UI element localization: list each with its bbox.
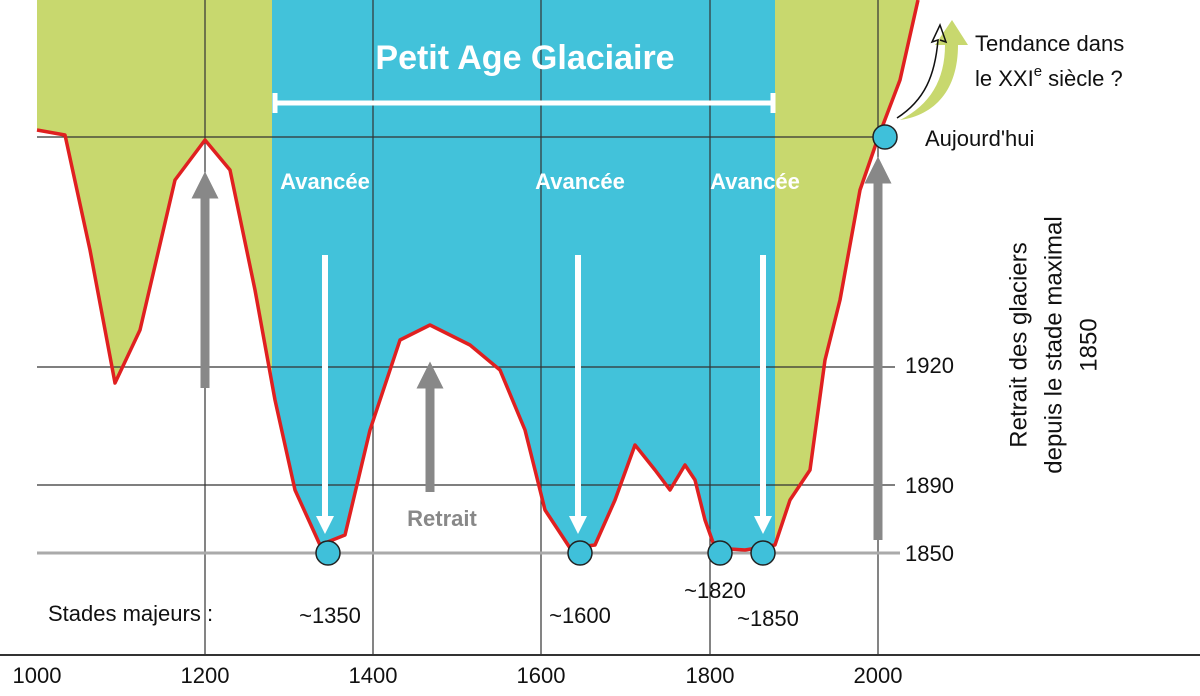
stage-label: ~1850 (737, 606, 799, 631)
x-label: 1400 (349, 663, 398, 688)
trend-label: le XXIe siècle ? (975, 63, 1123, 91)
advance-label: Avancée (710, 169, 800, 194)
advance-arrows (316, 255, 772, 534)
today-dot (872, 124, 898, 150)
x-label: 1800 (686, 663, 735, 688)
grid (37, 0, 895, 655)
stage-dot (315, 540, 341, 566)
y-label: 1920 (905, 353, 954, 378)
stage-dot (750, 540, 776, 566)
advance-label: Avancée (535, 169, 625, 194)
y-label: 1850 (905, 541, 954, 566)
title: Petit Age Glaciaire (375, 39, 674, 77)
stage-dot (707, 540, 733, 566)
y-axis-label-line: 1850 (1075, 318, 1102, 371)
x-label: 1000 (13, 663, 62, 688)
trend-text: le XXI (975, 66, 1034, 91)
y-label: 1890 (905, 473, 954, 498)
y-axis-label-line: depuis le stade maximal (1040, 216, 1067, 473)
y-axis-label-line: Retrait des glaciers (1005, 242, 1032, 447)
stage-label: ~1600 (549, 603, 611, 628)
glacier-curve (36, 0, 920, 552)
stage-label: ~1820 (684, 578, 746, 603)
trend-text: siècle ? (1042, 66, 1123, 91)
today-label: Aujourd'hui (925, 126, 1034, 151)
x-labels: 1000 1200 1400 1600 1800 2000 (13, 663, 903, 688)
stage-markers (315, 124, 898, 566)
advance-label: Avancée (280, 169, 370, 194)
trend-label: Tendance dans (975, 31, 1124, 56)
x-label: 1200 (181, 663, 230, 688)
retreat-arrows (191, 156, 892, 540)
little-ice-age-span (272, 93, 776, 113)
trend-arrow-outline (896, 23, 948, 119)
trend-sup: e (1034, 63, 1042, 80)
stage-dot (567, 540, 593, 566)
trend-arrow (900, 20, 968, 120)
retreat-label: Retrait (407, 506, 477, 531)
x-label: 1600 (517, 663, 566, 688)
y-axis-label: Retrait des glaciers depuis le stade max… (1005, 216, 1102, 473)
stages-label: Stades majeurs : (48, 601, 213, 626)
x-label: 2000 (854, 663, 903, 688)
stage-label: ~1350 (299, 603, 361, 628)
